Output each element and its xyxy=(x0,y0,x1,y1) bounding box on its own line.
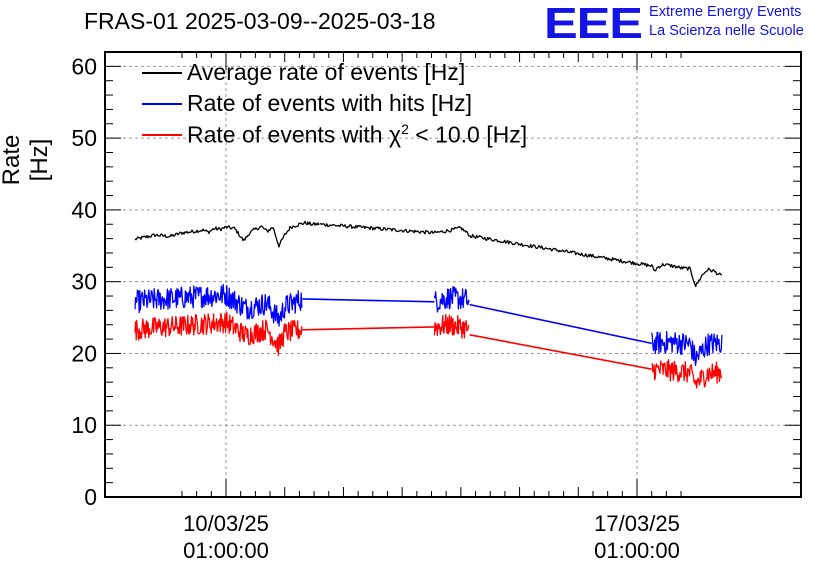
legend-label-hits: Rate of events with hits [Hz] xyxy=(187,90,473,116)
legend-chi2-suffix: < 10.0 [Hz] xyxy=(408,121,528,148)
series-hits-segment-1 xyxy=(302,298,435,303)
legend-chi2-prefix: Rate of events with χ xyxy=(187,121,402,148)
logo-line-1: Extreme Energy Events xyxy=(649,4,802,20)
y-tick-label-6: 60 xyxy=(71,53,97,79)
legend-swatch-average xyxy=(142,72,182,74)
y-axis-label: Rate [Hz] xyxy=(0,134,53,186)
logo-mark: EEE xyxy=(544,0,643,48)
eee-logo: EEE Extreme Energy Events La Scienza nel… xyxy=(544,2,804,46)
legend-label-chi2: Rate of events with χ2 < 10.0 [Hz] xyxy=(187,121,527,149)
y-tick-label-3: 30 xyxy=(71,269,97,295)
series-hits-segment-3 xyxy=(469,303,652,345)
x-tick-date-0: 10/03/25 xyxy=(183,511,269,536)
legend-label-average: Average rate of events [Hz] xyxy=(187,59,466,85)
y-tick-label-4: 40 xyxy=(71,197,97,223)
legend-swatch-hits xyxy=(142,103,182,105)
x-tick-label-1: 17/03/25 01:00:00 xyxy=(567,510,707,564)
x-tick-label-0: 10/03/25 01:00:00 xyxy=(156,510,296,564)
series-chi2-segment-3 xyxy=(469,334,652,370)
chart-title: FRAS-01 2025-03-09--2025-03-18 xyxy=(84,8,436,34)
x-tick-time-1: 01:00:00 xyxy=(594,538,680,563)
x-tick-time-0: 01:00:00 xyxy=(183,538,269,563)
legend-chi2-sup: 2 xyxy=(401,121,409,137)
plot-frame xyxy=(104,51,802,498)
logo-line-2: La Scienza nelle Scuole xyxy=(649,23,804,39)
logo-text: Extreme Energy Events La Scienza nelle S… xyxy=(649,2,804,41)
series-average-segment-1 xyxy=(319,222,470,237)
series-chi2-segment-1 xyxy=(302,326,435,331)
series-average-segment-2 xyxy=(469,233,723,288)
series-hits-segment-0 xyxy=(134,284,303,327)
series-chi2-segment-4 xyxy=(651,359,723,389)
y-tick-label-5: 50 xyxy=(71,125,97,151)
x-tick-date-1: 17/03/25 xyxy=(594,511,680,536)
series-chi2-segment-2 xyxy=(433,314,470,339)
series-chi2-segment-0 xyxy=(134,311,303,357)
legend-swatch-chi2 xyxy=(142,134,182,136)
y-tick-label-1: 10 xyxy=(71,412,97,438)
series-average-segment-0 xyxy=(134,220,320,248)
series-hits-segment-2 xyxy=(433,285,470,313)
y-tick-label-2: 20 xyxy=(71,340,97,366)
y-tick-label-0: 0 xyxy=(84,484,97,510)
series-hits-segment-4 xyxy=(651,330,723,367)
